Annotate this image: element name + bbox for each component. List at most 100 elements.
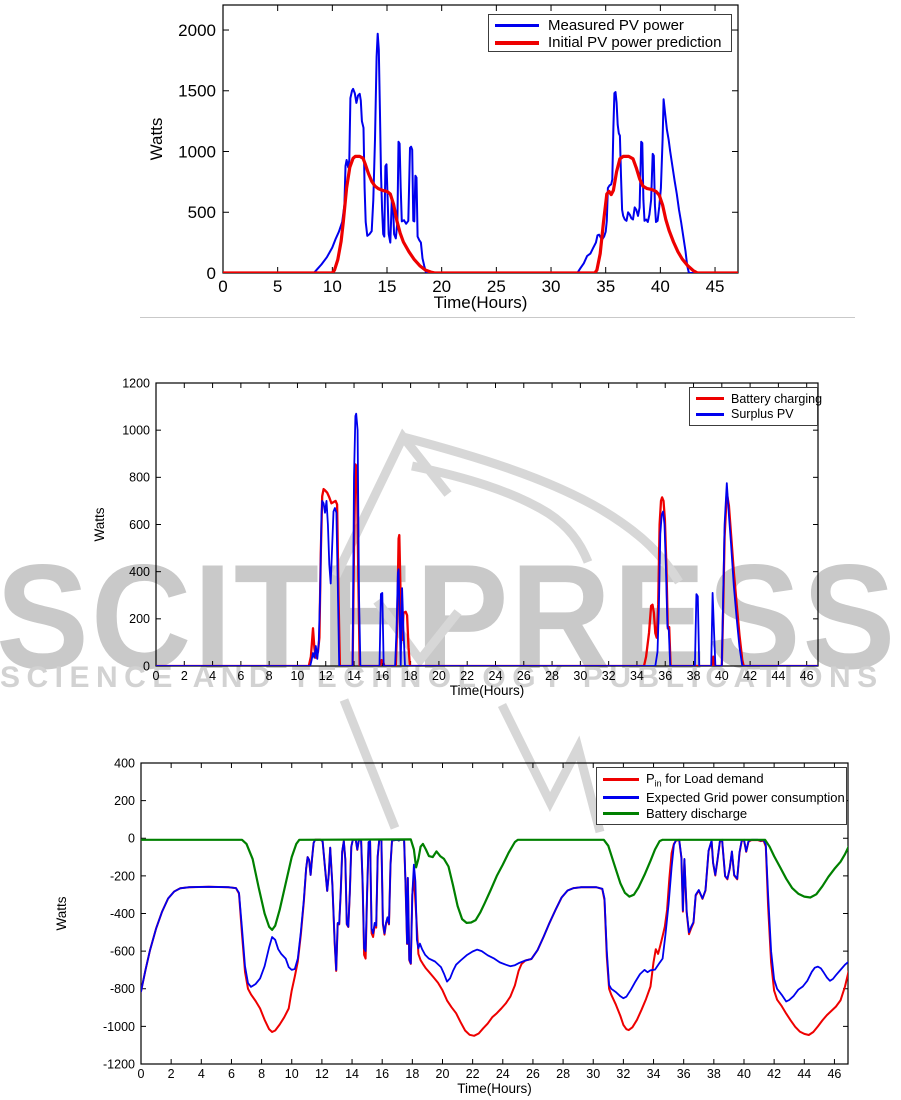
x-tick-label: 40 xyxy=(737,1067,751,1081)
y-tick-label: -1200 xyxy=(103,1057,135,1071)
legend-battery-charging: Battery charging Surplus PV xyxy=(689,387,822,426)
x-tick-label: 46 xyxy=(800,669,814,683)
legend-label: Expected Grid power consumption xyxy=(646,789,845,805)
watermark-subtitle: SCIENCE AND TECHNOLOGY PUBLICATIONS xyxy=(0,661,884,694)
legend-item-measured-pv: Measured PV power xyxy=(495,17,725,34)
x-tick-label: 14 xyxy=(347,669,361,683)
x-tick-label: 24 xyxy=(489,669,503,683)
x-tick-label: 16 xyxy=(375,669,389,683)
x-tick-label: 46 xyxy=(827,1067,841,1081)
x-tick-label: 10 xyxy=(285,1067,299,1081)
logo-check-stroke xyxy=(373,598,462,668)
x-tick-label: 2 xyxy=(181,669,188,683)
x-tick-label: 35 xyxy=(596,277,615,296)
y-tick-label: -1000 xyxy=(103,1020,135,1034)
chart-2: 0 2 4 6 8 10 12 14 16 18 20 22 24 26 28 30 32 34 36 38 40 42 4… xyxy=(92,376,819,698)
x-tick-label: 38 xyxy=(707,1067,721,1081)
x-tick-label: 40 xyxy=(715,669,729,683)
x-tick-label: 26 xyxy=(526,1067,540,1081)
x-tick-label: 40 xyxy=(651,277,670,296)
x-tick-label: 5 xyxy=(273,277,282,296)
chart-3: 0 2 4 6 8 10 12 14 16 18 20 22 24 26 28 30 32 34 36 38 40 42 4… xyxy=(54,756,849,1096)
y-tick-label: -400 xyxy=(110,907,135,921)
series-surplus-pv xyxy=(156,412,818,666)
x-tick-label: 36 xyxy=(658,669,672,683)
chart-1: 0 5 10 15 20 25 30 35 40 45 0 500 1000 1500 2000 Time(H… xyxy=(147,4,739,312)
x-axis-ticks: 0 2 4 6 8 10 12 14 16 18 20 22 24 26 28 30 32 34 36 38 40 42 4… xyxy=(138,763,841,1081)
x-axis-label: Time(Hours) xyxy=(450,683,525,698)
legend-item-surplus-pv: Surplus PV xyxy=(696,407,811,421)
logo-lower-bird-stroke xyxy=(497,703,605,834)
blue-line-sample-icon xyxy=(696,413,724,416)
x-tick-label: 24 xyxy=(496,1067,510,1081)
logo-inner-fold-stroke xyxy=(411,461,593,564)
x-tick-label: 18 xyxy=(404,669,418,683)
x-tick-label: 25 xyxy=(487,277,506,296)
x-axis-label: Time(Hours) xyxy=(434,293,528,312)
x-tick-label: 18 xyxy=(405,1067,419,1081)
legend-item-expected-grid: Expected Grid power consumption xyxy=(603,790,845,805)
blue-line-sample-icon xyxy=(495,24,539,27)
red-line-sample-icon xyxy=(696,397,724,401)
y-tick-label: 200 xyxy=(114,794,135,808)
y-tick-label: 400 xyxy=(129,565,150,579)
series-pin-for-load-demand xyxy=(141,838,848,1037)
x-tick-label: 32 xyxy=(616,1067,630,1081)
y-axis-ticks: -1200 -1000 -800 -600 -400 -200 0 200 400 xyxy=(103,756,848,1071)
x-tick-label: 20 xyxy=(436,1067,450,1081)
x-tick-label: 22 xyxy=(460,669,474,683)
x-tick-label: 44 xyxy=(771,669,785,683)
legend-label: Measured PV power xyxy=(548,17,684,34)
legend-item-battery-discharge: Battery discharge xyxy=(603,806,840,821)
x-tick-label: 8 xyxy=(258,1067,265,1081)
y-tick-label: 1200 xyxy=(122,376,150,390)
x-tick-label: 14 xyxy=(345,1067,359,1081)
y-tick-label: 0 xyxy=(207,264,216,283)
y-axis-label: Watts xyxy=(92,507,107,541)
x-tick-label: 6 xyxy=(237,669,244,683)
series-battery-charging xyxy=(156,463,818,666)
legend-label: Pin for Load demand xyxy=(646,771,764,789)
y-tick-label: 800 xyxy=(129,471,150,485)
y-tick-label: 1000 xyxy=(122,424,150,438)
x-tick-label: 0 xyxy=(153,669,160,683)
y-axis-ticks: 0 500 1000 1500 2000 xyxy=(178,21,738,283)
legend-label: Initial PV power prediction xyxy=(548,34,722,51)
x-tick-label: 8 xyxy=(266,669,273,683)
legend-item-battery-charging: Battery charging xyxy=(696,392,822,406)
x-axis-label: Time(Hours) xyxy=(457,1081,532,1096)
x-tick-label: 34 xyxy=(647,1067,661,1081)
x-tick-label: 10 xyxy=(323,277,342,296)
y-tick-label: 400 xyxy=(114,756,135,770)
y-tick-label: 0 xyxy=(128,832,135,846)
x-tick-label: 34 xyxy=(630,669,644,683)
legend-label: Battery discharge xyxy=(646,805,748,821)
y-tick-label: 500 xyxy=(188,203,216,222)
x-tick-label: 30 xyxy=(542,277,561,296)
y-tick-label: -600 xyxy=(110,945,135,959)
x-tick-label: 36 xyxy=(677,1067,691,1081)
legend-label: Surplus PV xyxy=(731,407,794,422)
x-tick-label: 10 xyxy=(290,669,304,683)
y-tick-label: 600 xyxy=(129,518,150,532)
x-tick-label: 2 xyxy=(168,1067,175,1081)
x-tick-label: 32 xyxy=(602,669,616,683)
x-tick-label: 12 xyxy=(319,669,333,683)
legend-item-initial-prediction: Initial PV power prediction xyxy=(495,34,725,51)
legend-grid-battery: Pin for Load demand Expected Grid power … xyxy=(596,767,847,825)
x-tick-label: 45 xyxy=(706,277,725,296)
red-line-sample-icon xyxy=(495,40,539,45)
x-tick-label: 4 xyxy=(198,1067,205,1081)
green-line-sample-icon xyxy=(603,812,639,815)
x-tick-label: 42 xyxy=(767,1067,781,1081)
blue-line-sample-icon xyxy=(603,796,639,799)
y-axis-label: Watts xyxy=(54,896,69,930)
x-tick-label: 30 xyxy=(586,1067,600,1081)
x-tick-label: 28 xyxy=(545,669,559,683)
y-axis-label: Watts xyxy=(147,118,166,161)
y-tick-label: -800 xyxy=(110,982,135,996)
legend-pv-power: Measured PV power Initial PV power predi… xyxy=(488,14,732,52)
logo-lower-stripe-stroke xyxy=(339,698,400,830)
legend-item-pin-load: Pin for Load demand xyxy=(603,771,840,789)
